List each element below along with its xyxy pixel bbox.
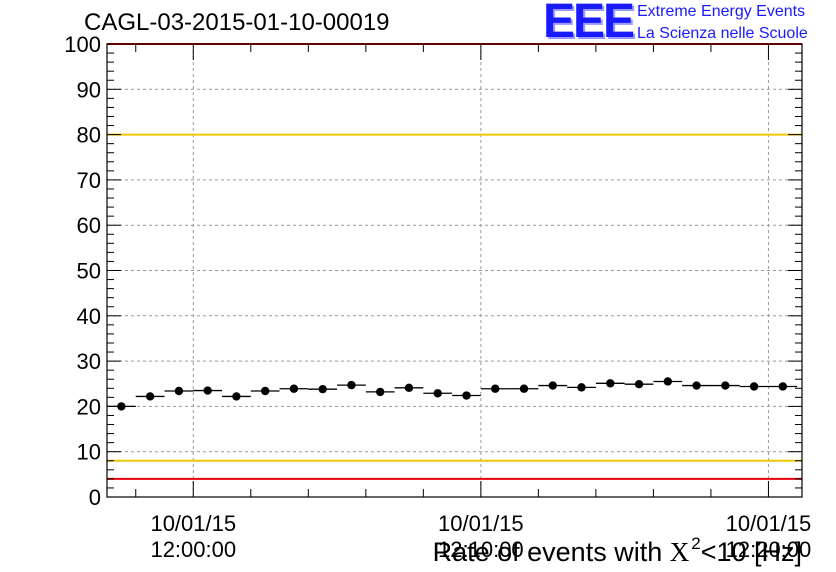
plot-frame <box>106 43 803 498</box>
logo-line-1: Extreme Energy Events <box>637 3 806 20</box>
x-axis-title-prefix: Rate of events with <box>432 537 670 567</box>
data-point <box>462 391 471 400</box>
x-axis-title-superscript: 2 <box>691 534 701 553</box>
data-point <box>203 386 212 395</box>
y-tick-label: 10 <box>77 440 101 465</box>
x-tick-label-date: 10/01/15 <box>150 511 236 536</box>
data-point <box>548 381 557 390</box>
chart-title: CAGL-03-2015-01-10-00019 <box>84 9 390 36</box>
eee-logo-mark: EEE <box>543 0 635 48</box>
x-tick-label-time: 12:10:00 <box>438 537 524 562</box>
logo-line-2: La Scienza nelle Scuole <box>637 25 808 42</box>
data-point <box>174 386 184 396</box>
data-point <box>606 379 615 388</box>
data-point <box>289 384 299 393</box>
data-point <box>778 382 788 391</box>
x-axis-title: Rate of events with X 2<10 [Hz] <box>433 534 802 568</box>
x-tick-label-date: 10/01/15 <box>726 511 812 536</box>
data-point <box>721 381 730 390</box>
data-point <box>519 384 529 393</box>
y-tick-label: 60 <box>77 213 101 238</box>
x-tick-label-date: 10/01/15 <box>438 511 524 536</box>
data-point <box>376 387 385 397</box>
y-tick-label: 50 <box>77 259 101 284</box>
x-tick-label-time: 12:20:00 <box>726 537 812 562</box>
data-point <box>117 402 126 411</box>
data-point <box>749 382 759 391</box>
data-point <box>577 383 586 392</box>
data-point <box>260 386 270 396</box>
data-point <box>145 392 155 401</box>
data-point <box>491 384 500 393</box>
x-axis-title-symbol: X <box>669 537 690 567</box>
data-point <box>634 380 644 389</box>
data-point <box>663 377 672 386</box>
data-point <box>232 392 241 401</box>
y-tick-label: 90 <box>77 77 101 102</box>
data-point <box>692 381 701 390</box>
data-point <box>404 383 414 393</box>
data-point <box>318 384 327 394</box>
y-tick-label: 0 <box>89 485 101 510</box>
y-tick-label: 70 <box>77 168 101 193</box>
y-tick-label: 30 <box>77 349 101 374</box>
x-axis-title-suffix: <10 [Hz] <box>700 537 802 567</box>
y-tick-label: 80 <box>77 123 101 148</box>
y-tick-label: 40 <box>77 304 101 329</box>
y-tick-label: 100 <box>64 32 101 57</box>
x-tick-label-time: 12:00:00 <box>150 537 236 562</box>
y-tick-label: 20 <box>77 394 101 419</box>
data-point <box>433 389 442 398</box>
data-point <box>347 380 356 390</box>
